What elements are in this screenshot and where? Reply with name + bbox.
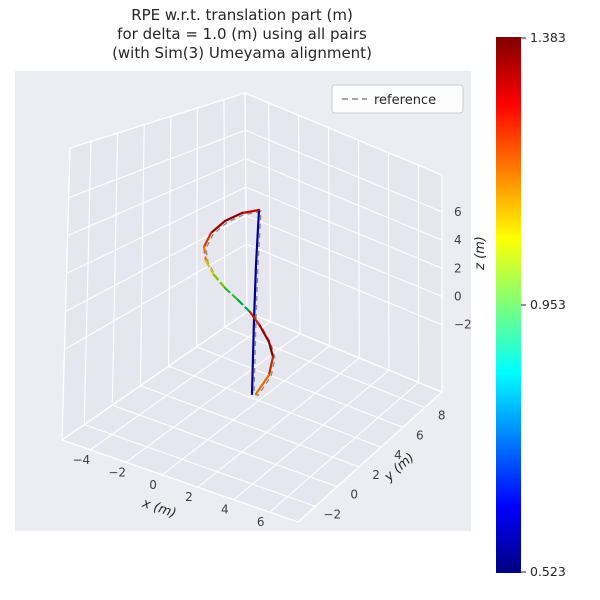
z-tick-label: 6 [454, 205, 462, 219]
plot-title-line-1: RPE w.r.t. translation part (m) [131, 6, 353, 24]
estimate-trajectory-segment [223, 211, 244, 223]
colorbar-gradient [496, 37, 521, 573]
legend: reference [331, 84, 464, 114]
floor-pane [60, 311, 444, 523]
gridline [168, 116, 172, 367]
estimate-trajectory-segment [254, 373, 271, 396]
gridline [84, 424, 316, 507]
gridline [67, 158, 246, 237]
gridline [112, 404, 338, 488]
estimate-trajectory-segment [240, 208, 261, 215]
gridline [269, 381, 419, 513]
y-tick-label: 0 [350, 488, 358, 502]
legend-box [331, 84, 464, 114]
z-axis-label: z (m) [473, 236, 488, 271]
y-tick-label: 6 [416, 428, 424, 442]
gridline [387, 152, 390, 371]
gridline [327, 127, 331, 346]
estimate-trajectory-segment [267, 355, 275, 377]
estimate-trajectory-segment [236, 298, 252, 314]
gridline [357, 140, 360, 359]
estimate-trajectory-segment [204, 259, 216, 277]
plot-title-line-2: for delta = 1.0 (m) using all pairs [117, 25, 367, 43]
reference-trajectory [205, 209, 276, 397]
y-tick-label: 4 [394, 448, 402, 462]
gridline [245, 158, 443, 241]
gridline [111, 133, 119, 406]
gridline [196, 107, 198, 347]
colorbar-label-max: 1.383 [530, 30, 566, 45]
gridline [168, 365, 382, 448]
gridline [268, 102, 271, 322]
gridline [66, 186, 247, 275]
gridline [64, 243, 247, 350]
colorbar-label-mid: 0.953 [530, 297, 566, 312]
gridline [140, 385, 360, 468]
gridline [245, 129, 443, 213]
estimate-trajectory-segment [212, 273, 227, 290]
z-tick-label: −2 [454, 318, 472, 332]
gridline [196, 346, 404, 428]
gridline [65, 215, 247, 313]
x-tick-label: 0 [149, 478, 157, 492]
y-tick-label: −2 [323, 507, 341, 521]
estimate-trajectory-segment [267, 340, 275, 359]
gridline [298, 115, 301, 334]
z-tick-label: 2 [454, 261, 462, 275]
gridline [224, 326, 425, 409]
estimate-trajectory-segment [258, 324, 271, 344]
gridline [245, 186, 443, 269]
gridline [246, 243, 443, 326]
colorbar-label-min: 0.523 [530, 564, 566, 579]
x-tick-label: 4 [221, 503, 229, 517]
x-tick-label: 6 [257, 515, 265, 529]
colorbar: 1.383 0.953 0.523 [496, 30, 566, 579]
x-tick-label: 2 [185, 490, 193, 504]
legend-reference-label: reference [374, 93, 436, 108]
x-tick-label: −4 [72, 453, 90, 467]
gridline [90, 321, 271, 451]
gridline [245, 215, 443, 298]
plot-title-line-3: (with Sim(3) Umeyama alignment) [112, 44, 372, 62]
x-tick-label: −2 [108, 465, 126, 479]
estimate-trajectory-segment [202, 245, 208, 263]
estimate-trajectory-segment [223, 286, 240, 302]
estimate-trajectory-segment [209, 219, 227, 235]
gridline [68, 129, 246, 199]
gridline [233, 369, 390, 501]
z-tick-label: 0 [454, 290, 462, 304]
gridline [161, 345, 331, 476]
y-tick-label: 8 [438, 409, 446, 423]
gridline [125, 333, 301, 463]
z-tick-label: 4 [454, 233, 462, 247]
estimate-trajectory-segment [202, 231, 213, 249]
estimate-trajectory-segment [248, 310, 262, 328]
gridline [139, 124, 145, 386]
gridline [223, 99, 226, 328]
y-tick-label: 2 [372, 468, 380, 482]
gridline [83, 141, 92, 425]
gridline [197, 357, 360, 488]
estimate-trajectory-low-error [250, 208, 261, 396]
